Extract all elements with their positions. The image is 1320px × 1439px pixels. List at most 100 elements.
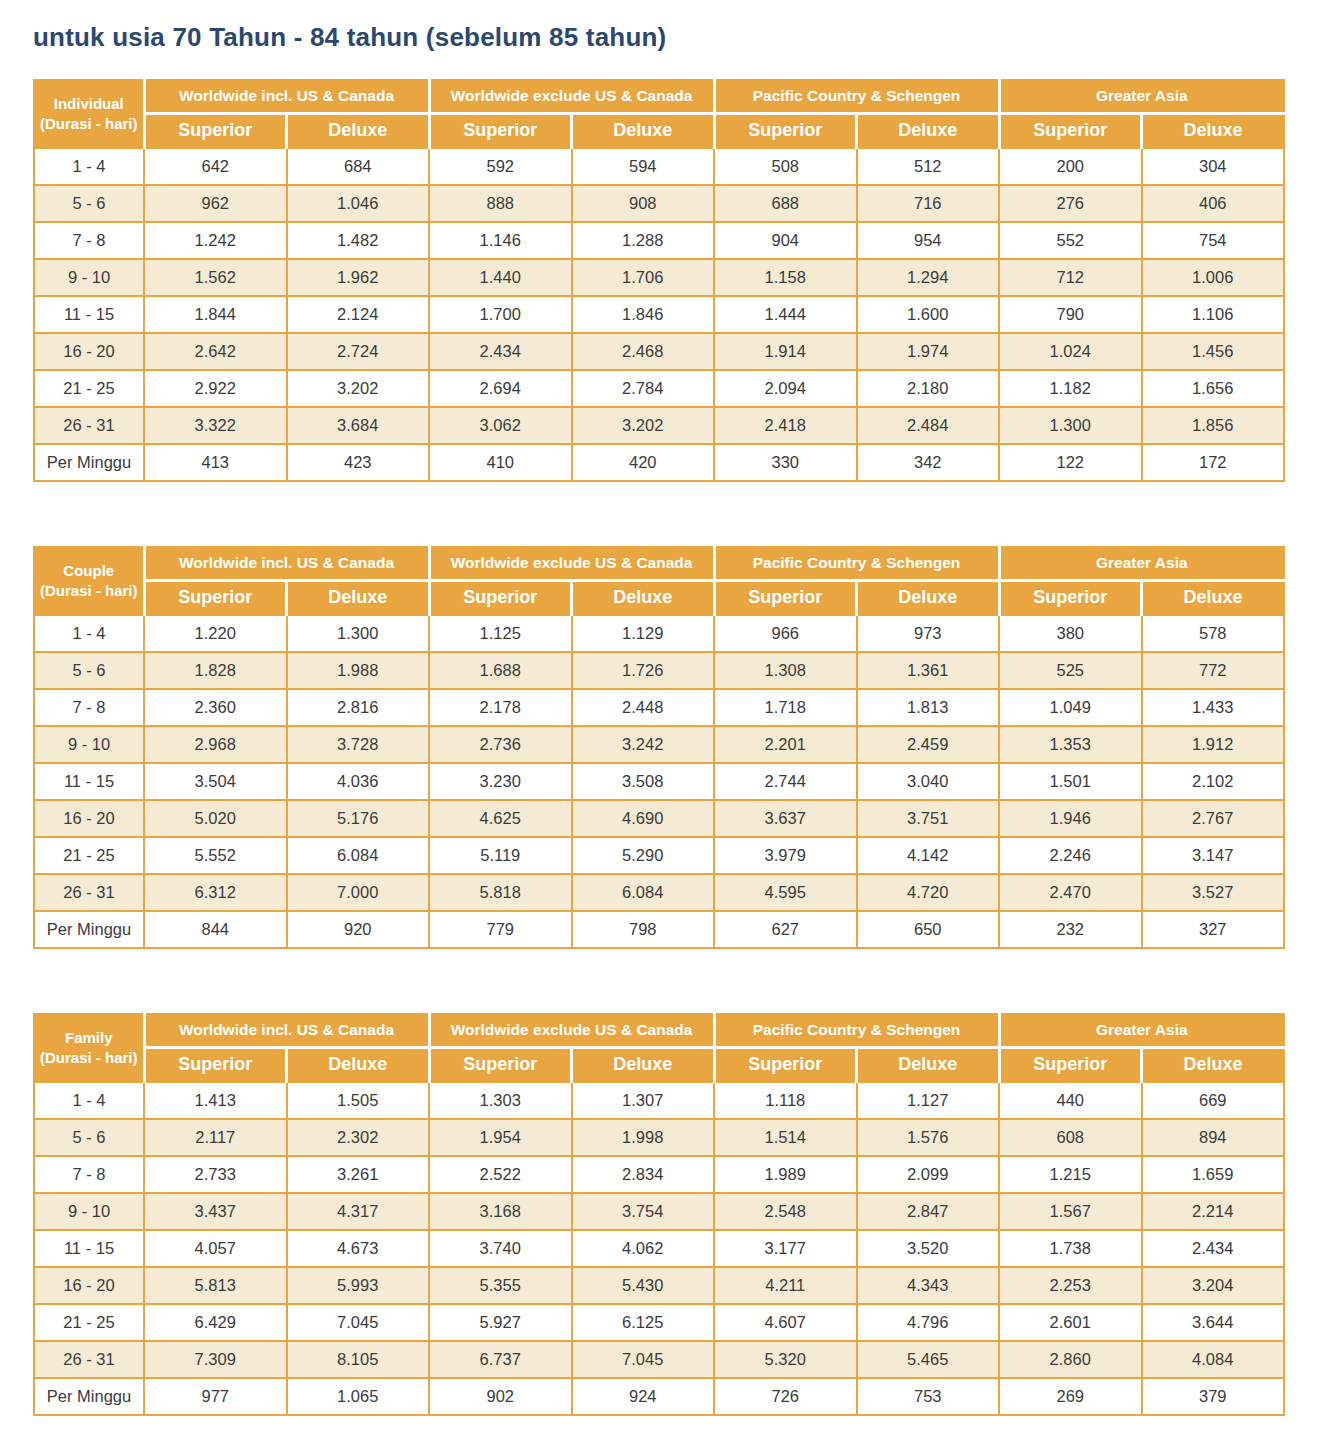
price-cell: 3.322 — [144, 407, 287, 444]
price-cell: 2.102 — [1142, 763, 1285, 800]
price-cell: 2.548 — [714, 1193, 857, 1230]
tier-header-superior: Superior — [144, 580, 287, 615]
price-cell: 1.413 — [144, 1082, 287, 1119]
region-header: Worldwide exclude US & Canada — [429, 547, 714, 580]
region-header: Pacific Country & Schengen — [714, 547, 999, 580]
table-row: 7 - 82.7333.2612.5222.8341.9892.0991.215… — [34, 1156, 1284, 1193]
price-cell: 1.300 — [999, 407, 1142, 444]
duration-cell: 11 - 15 — [34, 1230, 144, 1267]
price-cell: 5.927 — [429, 1304, 572, 1341]
price-cell: 1.659 — [1142, 1156, 1285, 1193]
tier-header-deluxe: Deluxe — [857, 1047, 1000, 1082]
duration-cell: 9 - 10 — [34, 259, 144, 296]
region-header: Greater Asia — [999, 1014, 1284, 1047]
price-cell: 2.767 — [1142, 800, 1285, 837]
price-cell: 410 — [429, 444, 572, 481]
price-cell: 594 — [572, 148, 715, 185]
price-cell: 1.127 — [857, 1082, 1000, 1119]
tier-header-deluxe: Deluxe — [287, 1047, 430, 1082]
price-cell: 440 — [999, 1082, 1142, 1119]
duration-cell: 1 - 4 — [34, 148, 144, 185]
price-cell: 2.434 — [429, 333, 572, 370]
region-header: Pacific Country & Schengen — [714, 1014, 999, 1047]
table-row: 7 - 81.2421.4821.1461.288904954552754 — [34, 222, 1284, 259]
price-cell: 1.146 — [429, 222, 572, 259]
price-cell: 1.288 — [572, 222, 715, 259]
region-header: Worldwide incl. US & Canada — [144, 1014, 429, 1047]
price-cell: 1.440 — [429, 259, 572, 296]
price-cell: 3.204 — [1142, 1267, 1285, 1304]
price-cell: 2.744 — [714, 763, 857, 800]
price-cell: 420 — [572, 444, 715, 481]
price-cell: 2.834 — [572, 1156, 715, 1193]
price-cell: 753 — [857, 1378, 1000, 1415]
price-cell: 122 — [999, 444, 1142, 481]
price-cell: 2.816 — [287, 689, 430, 726]
table-row: 1 - 4642684592594508512200304 — [34, 148, 1284, 185]
price-cell: 920 — [287, 911, 430, 948]
duration-cell: 21 - 25 — [34, 370, 144, 407]
price-cell: 7.045 — [572, 1341, 715, 1378]
price-cell: 3.527 — [1142, 874, 1285, 911]
price-cell: 924 — [572, 1378, 715, 1415]
price-cell: 779 — [429, 911, 572, 948]
category-name: Individual — [35, 94, 143, 114]
price-cell: 627 — [714, 911, 857, 948]
table-row: 9 - 101.5621.9621.4401.7061.1581.2947121… — [34, 259, 1284, 296]
price-cell: 3.437 — [144, 1193, 287, 1230]
price-cell: 1.242 — [144, 222, 287, 259]
price-cell: 1.988 — [287, 652, 430, 689]
price-cell: 1.738 — [999, 1230, 1142, 1267]
price-cell: 888 — [429, 185, 572, 222]
table-row: 16 - 205.8135.9935.3555.4304.2114.3432.2… — [34, 1267, 1284, 1304]
table-row: Per Minggu844920779798627650232327 — [34, 911, 1284, 948]
price-cell: 6.084 — [572, 874, 715, 911]
price-cell: 4.317 — [287, 1193, 430, 1230]
table-row: 1 - 41.4131.5051.3031.3071.1181.12744066… — [34, 1082, 1284, 1119]
pricing-table-family: Family(Durasi - hari)Worldwide incl. US … — [33, 1013, 1285, 1416]
tier-header-deluxe: Deluxe — [1142, 113, 1285, 148]
price-cell: 3.504 — [144, 763, 287, 800]
price-cell: 6.312 — [144, 874, 287, 911]
price-cell: 4.062 — [572, 1230, 715, 1267]
table-row: 7 - 82.3602.8162.1782.4481.7181.8131.049… — [34, 689, 1284, 726]
price-cell: 1.813 — [857, 689, 1000, 726]
price-cell: 4.690 — [572, 800, 715, 837]
price-cell: 1.158 — [714, 259, 857, 296]
tier-header-superior: Superior — [714, 113, 857, 148]
price-cell: 1.974 — [857, 333, 1000, 370]
duration-cell: 1 - 4 — [34, 615, 144, 652]
price-cell: 6.084 — [287, 837, 430, 874]
table-row: 16 - 205.0205.1764.6254.6903.6373.7511.9… — [34, 800, 1284, 837]
table-row: 1 - 41.2201.3001.1251.129966973380578 — [34, 615, 1284, 652]
table-row: 26 - 313.3223.6843.0623.2022.4182.4841.3… — [34, 407, 1284, 444]
price-cell: 2.418 — [714, 407, 857, 444]
duration-cell: 7 - 8 — [34, 689, 144, 726]
header-row-regions: Individual(Durasi - hari)Worldwide incl.… — [34, 80, 1284, 113]
price-cell: 3.979 — [714, 837, 857, 874]
price-cell: 642 — [144, 148, 287, 185]
price-cell: 5.290 — [572, 837, 715, 874]
price-cell: 1.300 — [287, 615, 430, 652]
region-header: Greater Asia — [999, 80, 1284, 113]
price-cell: 1.828 — [144, 652, 287, 689]
duration-cell: Per Minggu — [34, 1378, 144, 1415]
price-cell: 2.246 — [999, 837, 1142, 874]
price-cell: 330 — [714, 444, 857, 481]
price-cell: 4.343 — [857, 1267, 1000, 1304]
price-cell: 342 — [857, 444, 1000, 481]
price-cell: 552 — [999, 222, 1142, 259]
category-header: Family(Durasi - hari) — [34, 1014, 144, 1082]
price-cell: 716 — [857, 185, 1000, 222]
price-cell: 5.552 — [144, 837, 287, 874]
duration-cell: 7 - 8 — [34, 222, 144, 259]
price-cell: 3.520 — [857, 1230, 1000, 1267]
table-row: 21 - 256.4297.0455.9276.1254.6074.7962.6… — [34, 1304, 1284, 1341]
price-cell: 684 — [287, 148, 430, 185]
duration-cell: 16 - 20 — [34, 333, 144, 370]
price-cell: 2.784 — [572, 370, 715, 407]
duration-cell: 21 - 25 — [34, 837, 144, 874]
price-cell: 2.360 — [144, 689, 287, 726]
price-cell: 1.998 — [572, 1119, 715, 1156]
price-cell: 2.124 — [287, 296, 430, 333]
